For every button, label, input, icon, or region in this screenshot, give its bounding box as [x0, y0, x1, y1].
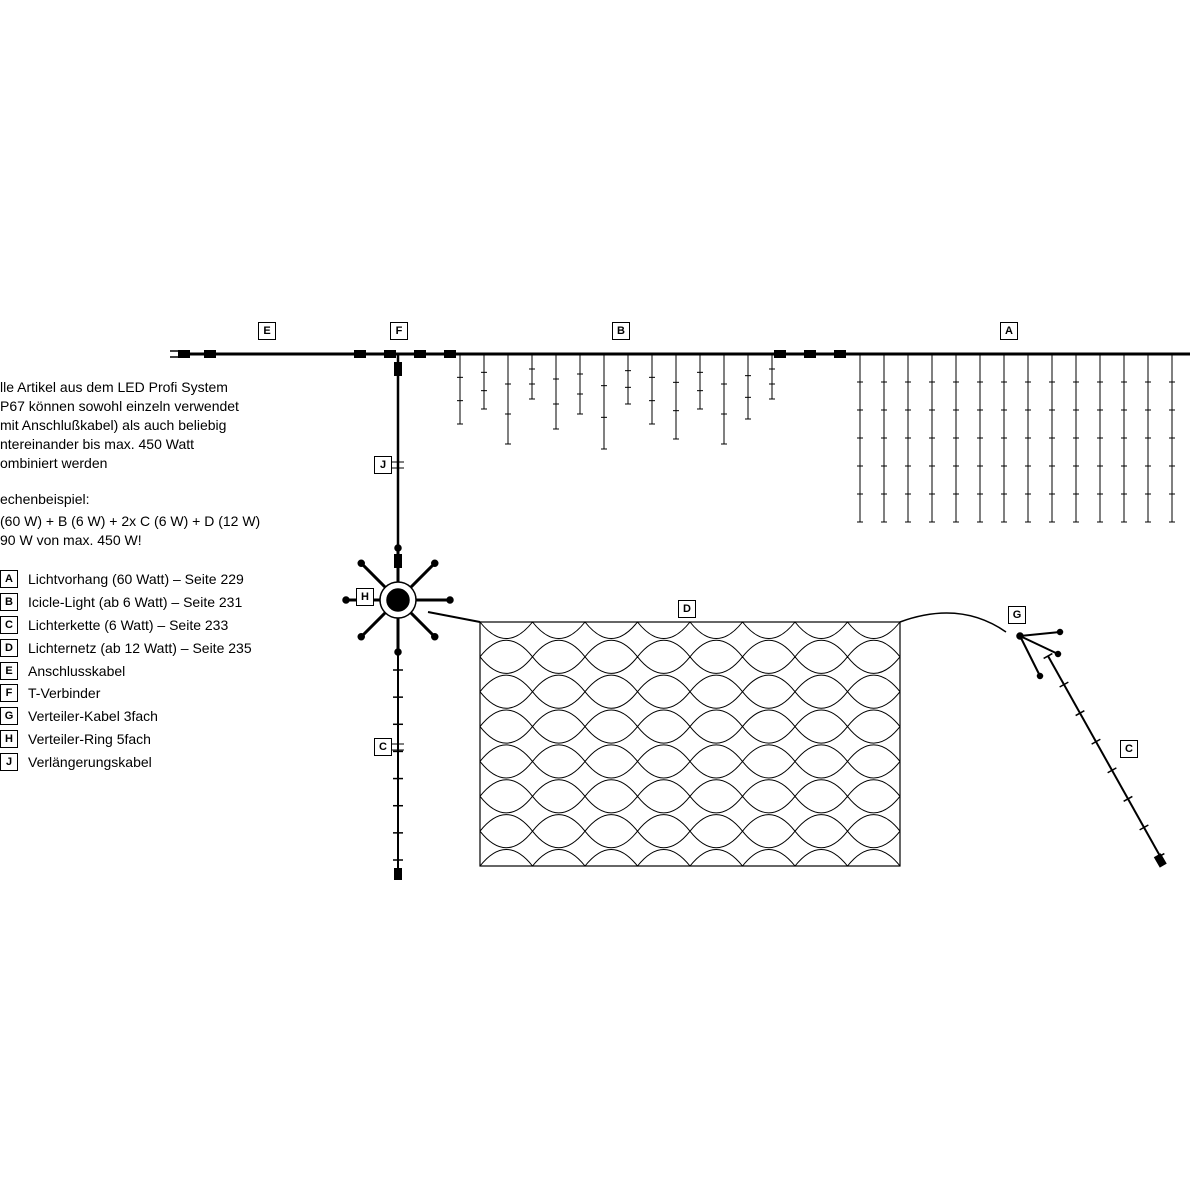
marker-E: E — [258, 322, 276, 340]
marker-D: D — [678, 600, 696, 618]
marker-G: G — [1008, 606, 1026, 624]
marker-C: C — [1120, 740, 1138, 758]
diagram-svg — [0, 0, 1200, 1200]
marker-H: H — [356, 588, 374, 606]
marker-B: B — [612, 322, 630, 340]
marker-A: A — [1000, 322, 1018, 340]
marker-F: F — [390, 322, 408, 340]
marker-J: J — [374, 456, 392, 474]
marker-C: C — [374, 738, 392, 756]
